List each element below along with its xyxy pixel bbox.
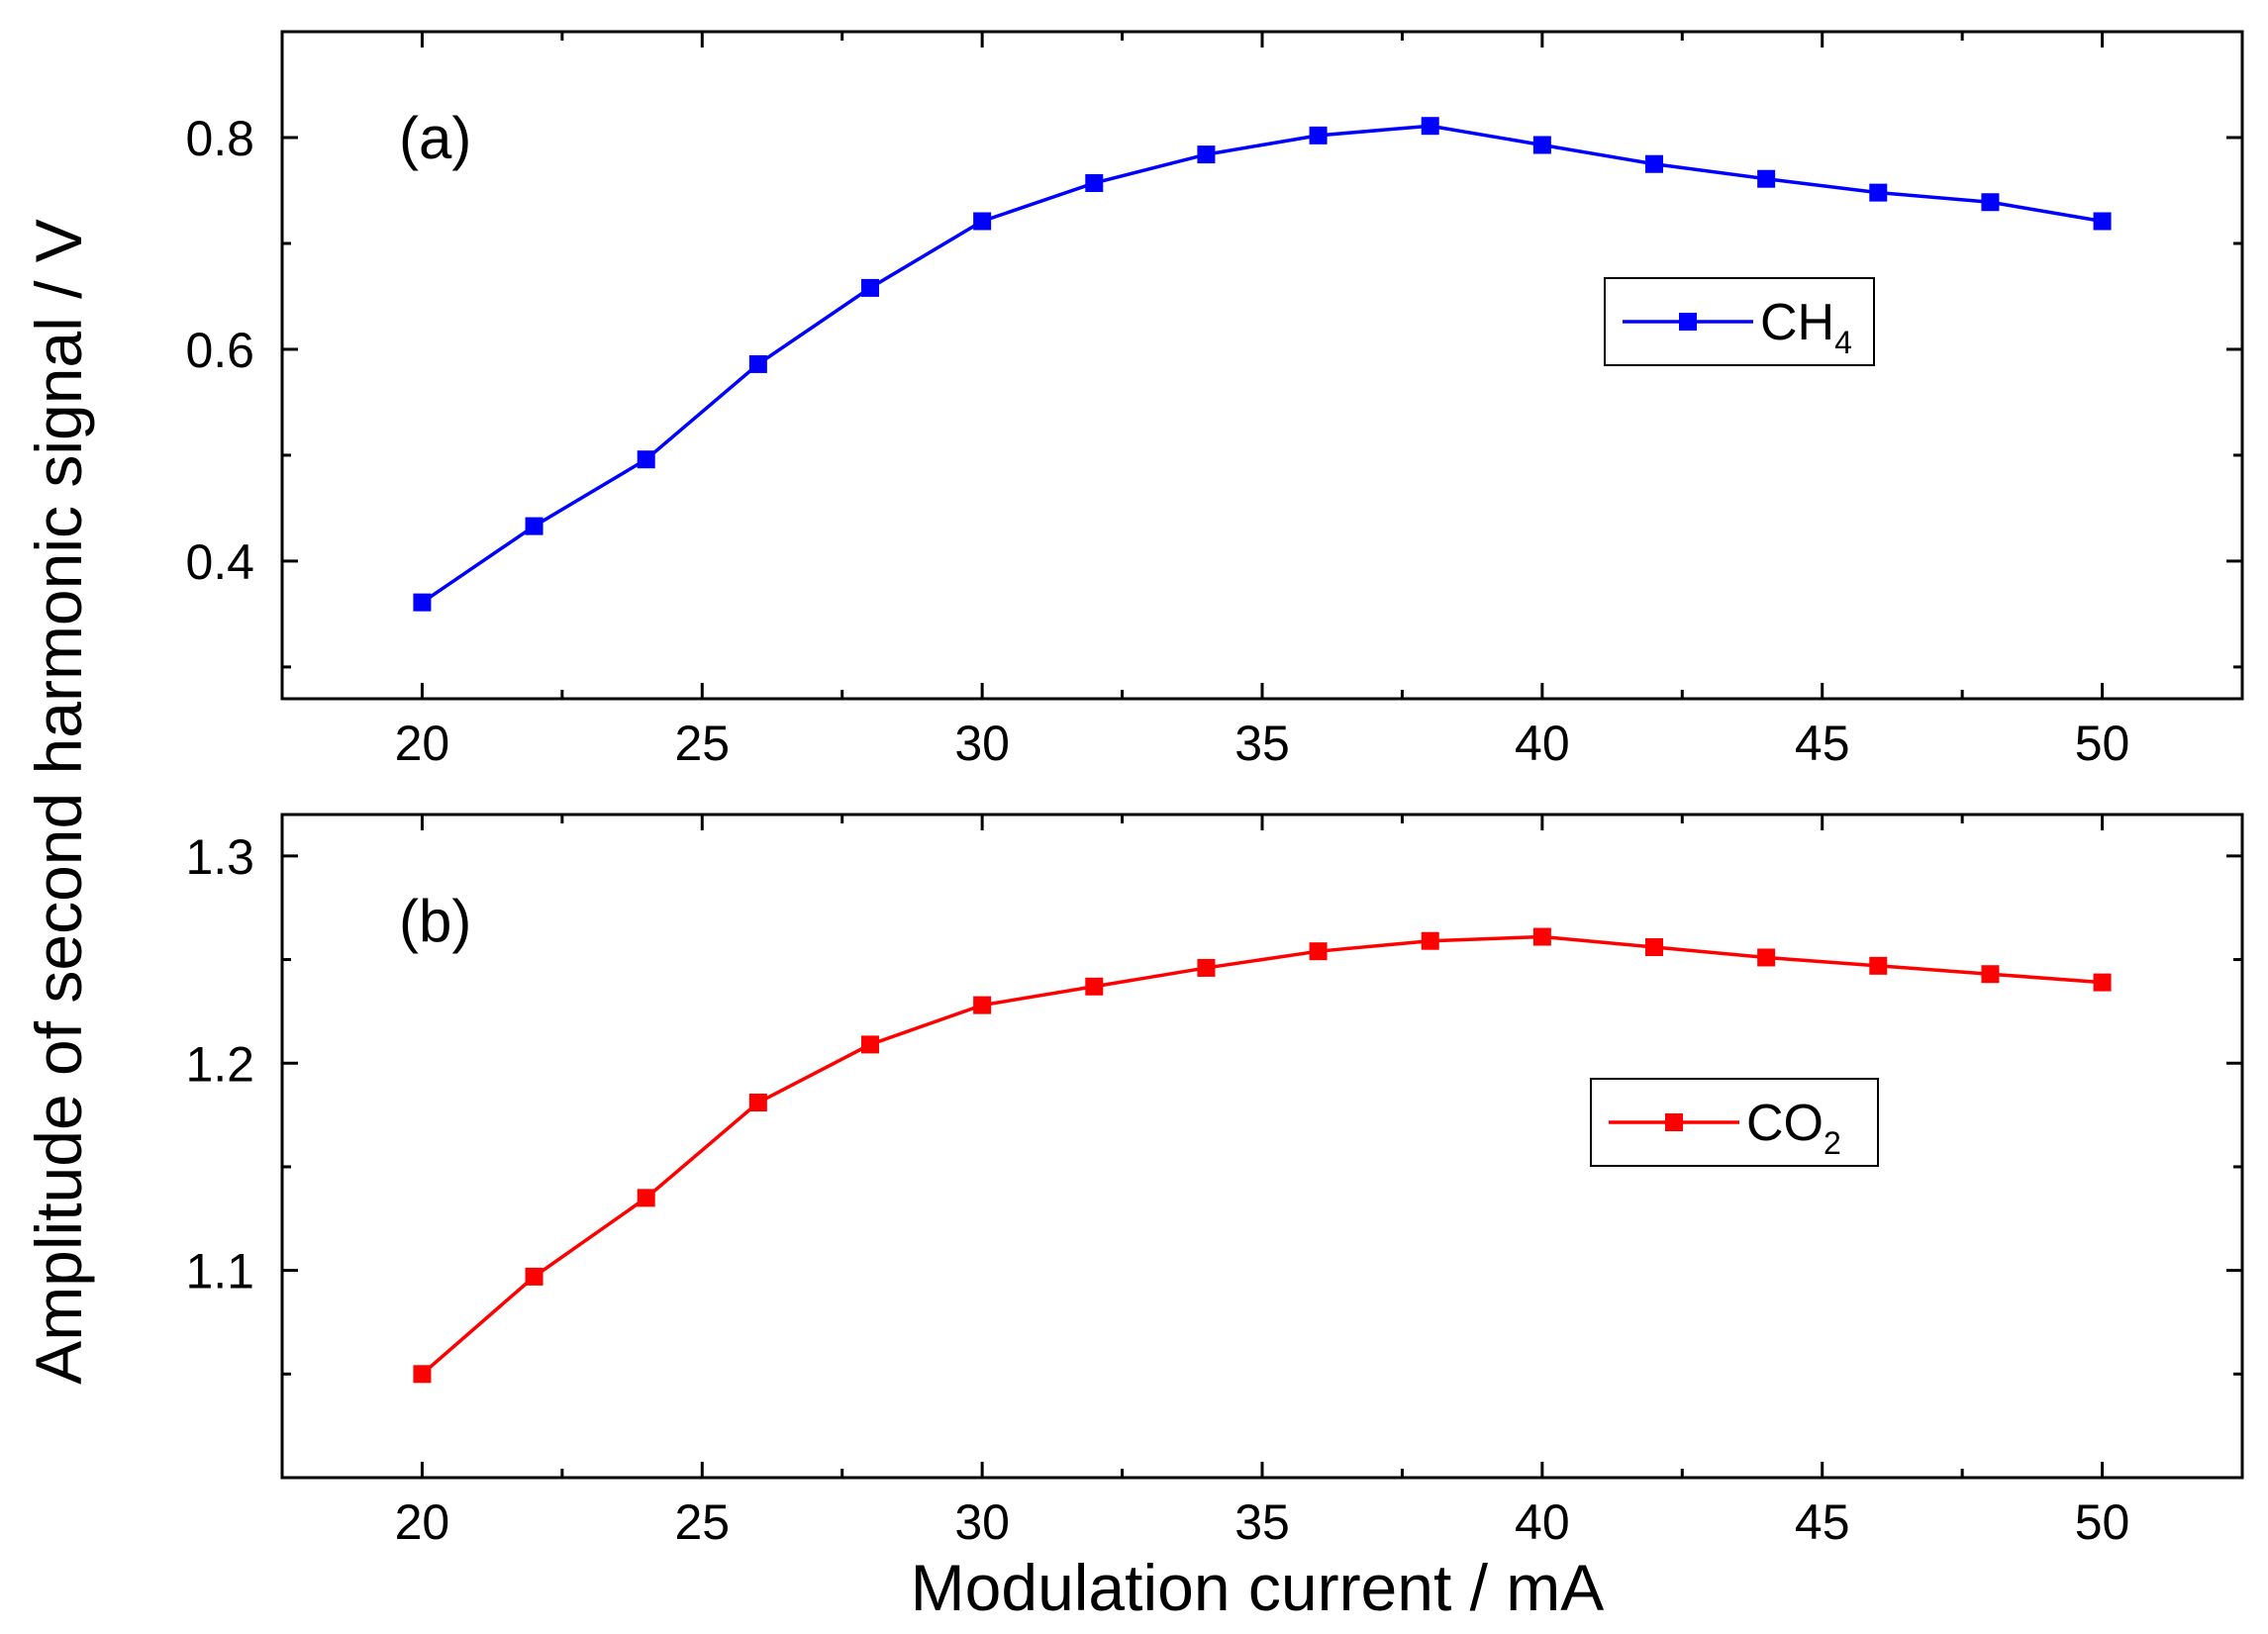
x-tick-label: 35 — [1234, 716, 1290, 771]
x-tick-label: 30 — [954, 1494, 1010, 1550]
y-tick-label: 1.2 — [185, 1036, 254, 1092]
data-point — [2093, 212, 2112, 231]
data-point — [1309, 126, 1328, 144]
y-tick-label: 1.3 — [185, 829, 254, 885]
x-tick-label: 50 — [2075, 716, 2130, 771]
data-point — [1085, 173, 1104, 192]
data-point — [1645, 938, 1663, 956]
x-tick-label: 40 — [1515, 1494, 1570, 1550]
y-tick-label: 0.4 — [185, 534, 254, 590]
data-point — [413, 593, 432, 612]
panel-label: (b) — [399, 888, 471, 954]
x-tick-label: 20 — [395, 1494, 450, 1550]
data-point — [861, 1035, 879, 1054]
data-point — [1421, 117, 1439, 136]
x-tick-label: 25 — [674, 1494, 730, 1550]
y-tick-label: 0.6 — [185, 323, 254, 378]
x-tick-label: 45 — [1795, 1494, 1850, 1550]
data-point — [1309, 942, 1328, 961]
y-tick-label: 1.1 — [185, 1244, 254, 1299]
x-tick-label: 25 — [674, 716, 730, 771]
data-point — [1869, 956, 1888, 975]
data-point — [973, 212, 992, 231]
data-point — [1981, 965, 2000, 984]
plot-frame — [280, 813, 2244, 1480]
series-line — [421, 934, 2103, 1376]
y-axis-title: Amplitude of second harmonic signal / V — [22, 219, 95, 1385]
data-point — [1421, 931, 1439, 950]
data-point — [637, 450, 655, 469]
data-point — [1869, 183, 1888, 202]
plot-frame — [280, 30, 2244, 701]
legend-marker — [1679, 313, 1697, 331]
x-tick-label: 40 — [1515, 716, 1570, 771]
data-point — [525, 517, 543, 535]
data-point — [1645, 154, 1663, 173]
panel-a: 20 25 30 35 40 45 50 0.4 0.6 0.8 (a) CH4 — [185, 30, 2244, 771]
data-point — [748, 1094, 767, 1112]
x-tick-label: 45 — [1795, 716, 1850, 771]
data-point — [861, 278, 879, 297]
x-tick-label: 50 — [2075, 1494, 2130, 1550]
data-point — [637, 1189, 655, 1207]
data-point — [1757, 169, 1776, 188]
panel-b: 20 25 30 35 40 45 50 1.1 1.2 1.3 (b) CO2 — [185, 813, 2244, 1550]
legend-marker — [1665, 1113, 1683, 1131]
x-tick-label: 20 — [395, 716, 450, 771]
data-point — [1757, 948, 1776, 967]
data-point — [1197, 958, 1216, 977]
data-point — [1085, 977, 1104, 996]
x-tick-label: 35 — [1234, 1494, 1290, 1550]
panel-label: (a) — [399, 105, 471, 171]
data-point — [1532, 136, 1551, 154]
data-point — [1981, 193, 2000, 212]
legend: CO2 — [1590, 1078, 1879, 1167]
data-point — [973, 996, 992, 1014]
data-point — [2093, 973, 2112, 992]
y-tick-label: 0.8 — [185, 111, 254, 166]
data-point — [413, 1365, 432, 1384]
legend-subscript: 4 — [1834, 325, 1852, 360]
data-point — [748, 354, 767, 373]
data-point — [525, 1267, 543, 1286]
x-axis-title: Modulation current / mA — [911, 1551, 1605, 1624]
x-tick-label: 30 — [954, 716, 1010, 771]
legend: CH4 — [1604, 277, 1875, 366]
series-line — [421, 124, 2103, 605]
legend-subscript: 2 — [1824, 1125, 1841, 1161]
data-point — [1197, 145, 1216, 164]
data-point — [1532, 927, 1551, 946]
